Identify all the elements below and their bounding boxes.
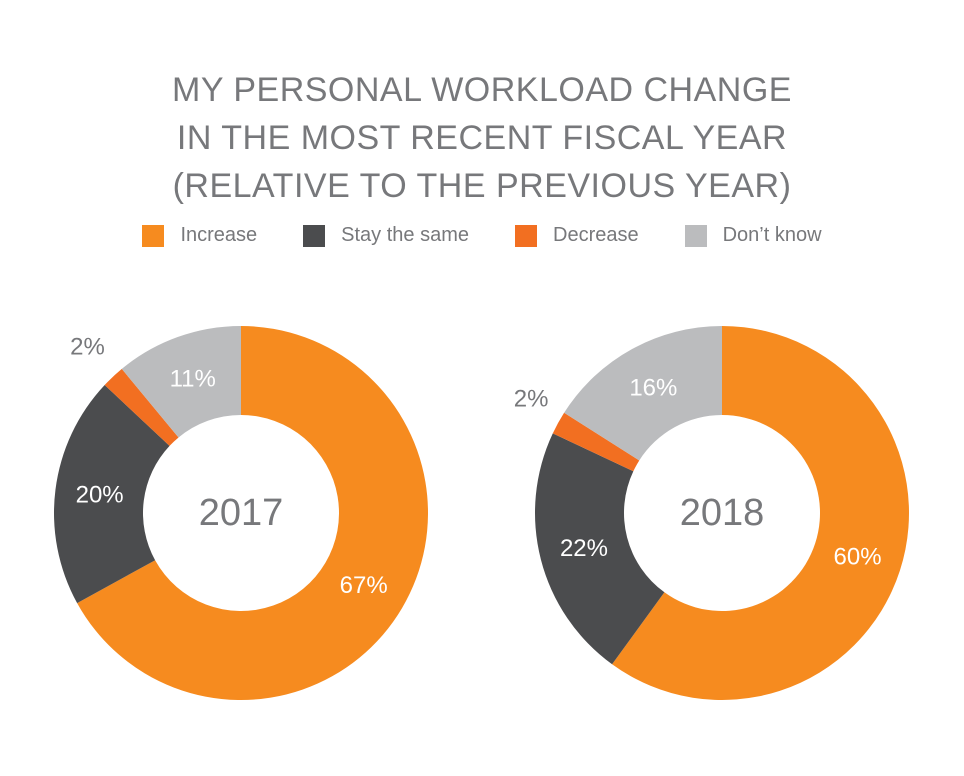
slice-stay-the-same-2017 (54, 384, 170, 604)
slice-label-stay-the-same-2018: 22% (560, 535, 608, 562)
legend-label-dont-know: Don’t know (722, 224, 822, 246)
slice-dont-know-2017 (121, 326, 241, 438)
slice-increase-2017 (77, 326, 428, 700)
slice-label-increase-2018: 60% (834, 544, 882, 571)
legend-label-decrease: Decrease (553, 224, 639, 246)
slice-label-dont-know-2018: 16% (629, 375, 677, 402)
legend-item-increase: Increase (142, 224, 257, 247)
center-label-2017: 2017 (199, 492, 284, 534)
legend-label-stay-the-same: Stay the same (341, 224, 469, 246)
center-label-2018: 2018 (680, 492, 765, 534)
legend-item-stay-the-same: Stay the same (303, 224, 469, 247)
donut-2017: 67% 20% 2% 11% 2017 (54, 326, 428, 700)
legend-label-increase: Increase (180, 224, 258, 246)
slice-label-dont-know-2017: 11% (170, 365, 216, 392)
slice-label-decrease-2017: 2% (70, 333, 105, 360)
slice-increase-2018 (612, 326, 909, 700)
legend: Increase Stay the same Decrease Don’t kn… (0, 224, 964, 247)
title-line-3: (RELATIVE TO THE PREVIOUS YEAR) (172, 167, 792, 205)
legend-swatch-decrease (515, 224, 537, 247)
legend-swatch-increase (142, 224, 165, 247)
legend-item-decrease: Decrease (515, 224, 639, 247)
slice-label-increase-2017: 67% (340, 572, 388, 599)
slice-decrease-2018 (552, 412, 640, 472)
title-line-1: MY PERSONAL WORKLOAD CHANGE (172, 71, 792, 109)
slice-stay-the-same-2018 (535, 433, 665, 665)
legend-swatch-dont-know (684, 224, 707, 247)
legend-item-dont-know: Don’t know (684, 224, 822, 247)
title-line-2: IN THE MOST RECENT FISCAL YEAR (176, 119, 788, 157)
slice-label-decrease-2018: 2% (514, 386, 549, 413)
legend-swatch-stay-the-same (303, 224, 326, 247)
donut-2018: 60% 22% 2% 16% 2018 (514, 326, 909, 700)
slice-dont-know-2018 (564, 326, 722, 461)
chart-title: MY PERSONAL WORKLOAD CHANGE IN THE MOST … (0, 66, 964, 210)
slice-decrease-2017 (104, 368, 179, 446)
slice-label-stay-the-same-2017: 20% (76, 482, 124, 509)
